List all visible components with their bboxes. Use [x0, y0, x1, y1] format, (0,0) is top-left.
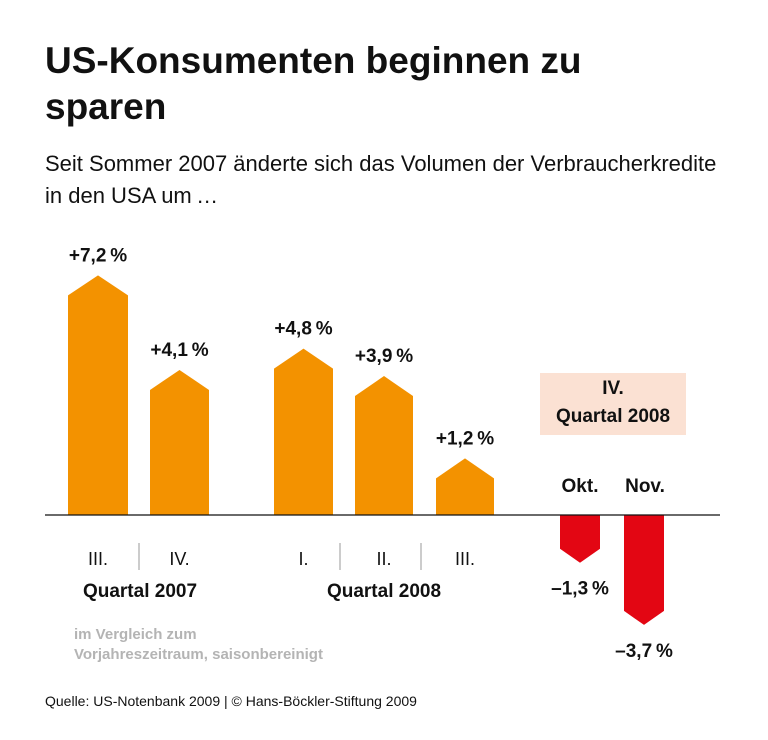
category-label-5: Okt.	[562, 476, 599, 497]
category-label-4: III.	[455, 549, 475, 569]
chart-title: US-Konsumenten beginnen zu sparen	[45, 40, 582, 127]
data-label-1: +4,1 %	[150, 340, 208, 361]
bar-2	[274, 348, 333, 515]
category-label-6: Nov.	[625, 476, 665, 497]
category-label-2: I.	[298, 549, 308, 569]
data-label-4: +1,2 %	[436, 428, 494, 449]
bar-5	[560, 515, 600, 563]
bar-3	[355, 376, 413, 515]
data-label-2: +4,8 %	[274, 319, 332, 340]
data-label-6: –3,7 %	[615, 641, 673, 662]
category-label-1: IV.	[169, 549, 189, 569]
bar-6	[624, 515, 664, 625]
source: Quelle: US-Notenbank 2009 | © Hans-Böckl…	[45, 693, 417, 709]
category-label-0: III.	[88, 549, 108, 569]
group-label-2007: Quartal 2007	[83, 581, 197, 602]
bar-1	[150, 369, 209, 515]
data-label-3: +3,9 %	[355, 346, 413, 367]
data-label-0: +7,2 %	[69, 245, 127, 266]
q4-label-line2: Quartal 2008	[555, 406, 671, 427]
q4-label-line1: IV.	[602, 378, 624, 399]
data-label-5: –1,3 %	[551, 579, 609, 600]
bar-0	[68, 275, 128, 515]
group-label-2008: Quartal 2008	[327, 581, 441, 602]
bar-4	[436, 458, 494, 515]
footnote: im Vergleich zum Vorjahreszeitraum, sais…	[74, 626, 323, 663]
category-label-3: II.	[376, 549, 391, 569]
chart-subtitle: Seit Sommer 2007 änderte sich das Volume…	[45, 151, 717, 208]
q4-2008-label-box: IV. Quartal 2008	[540, 373, 686, 435]
